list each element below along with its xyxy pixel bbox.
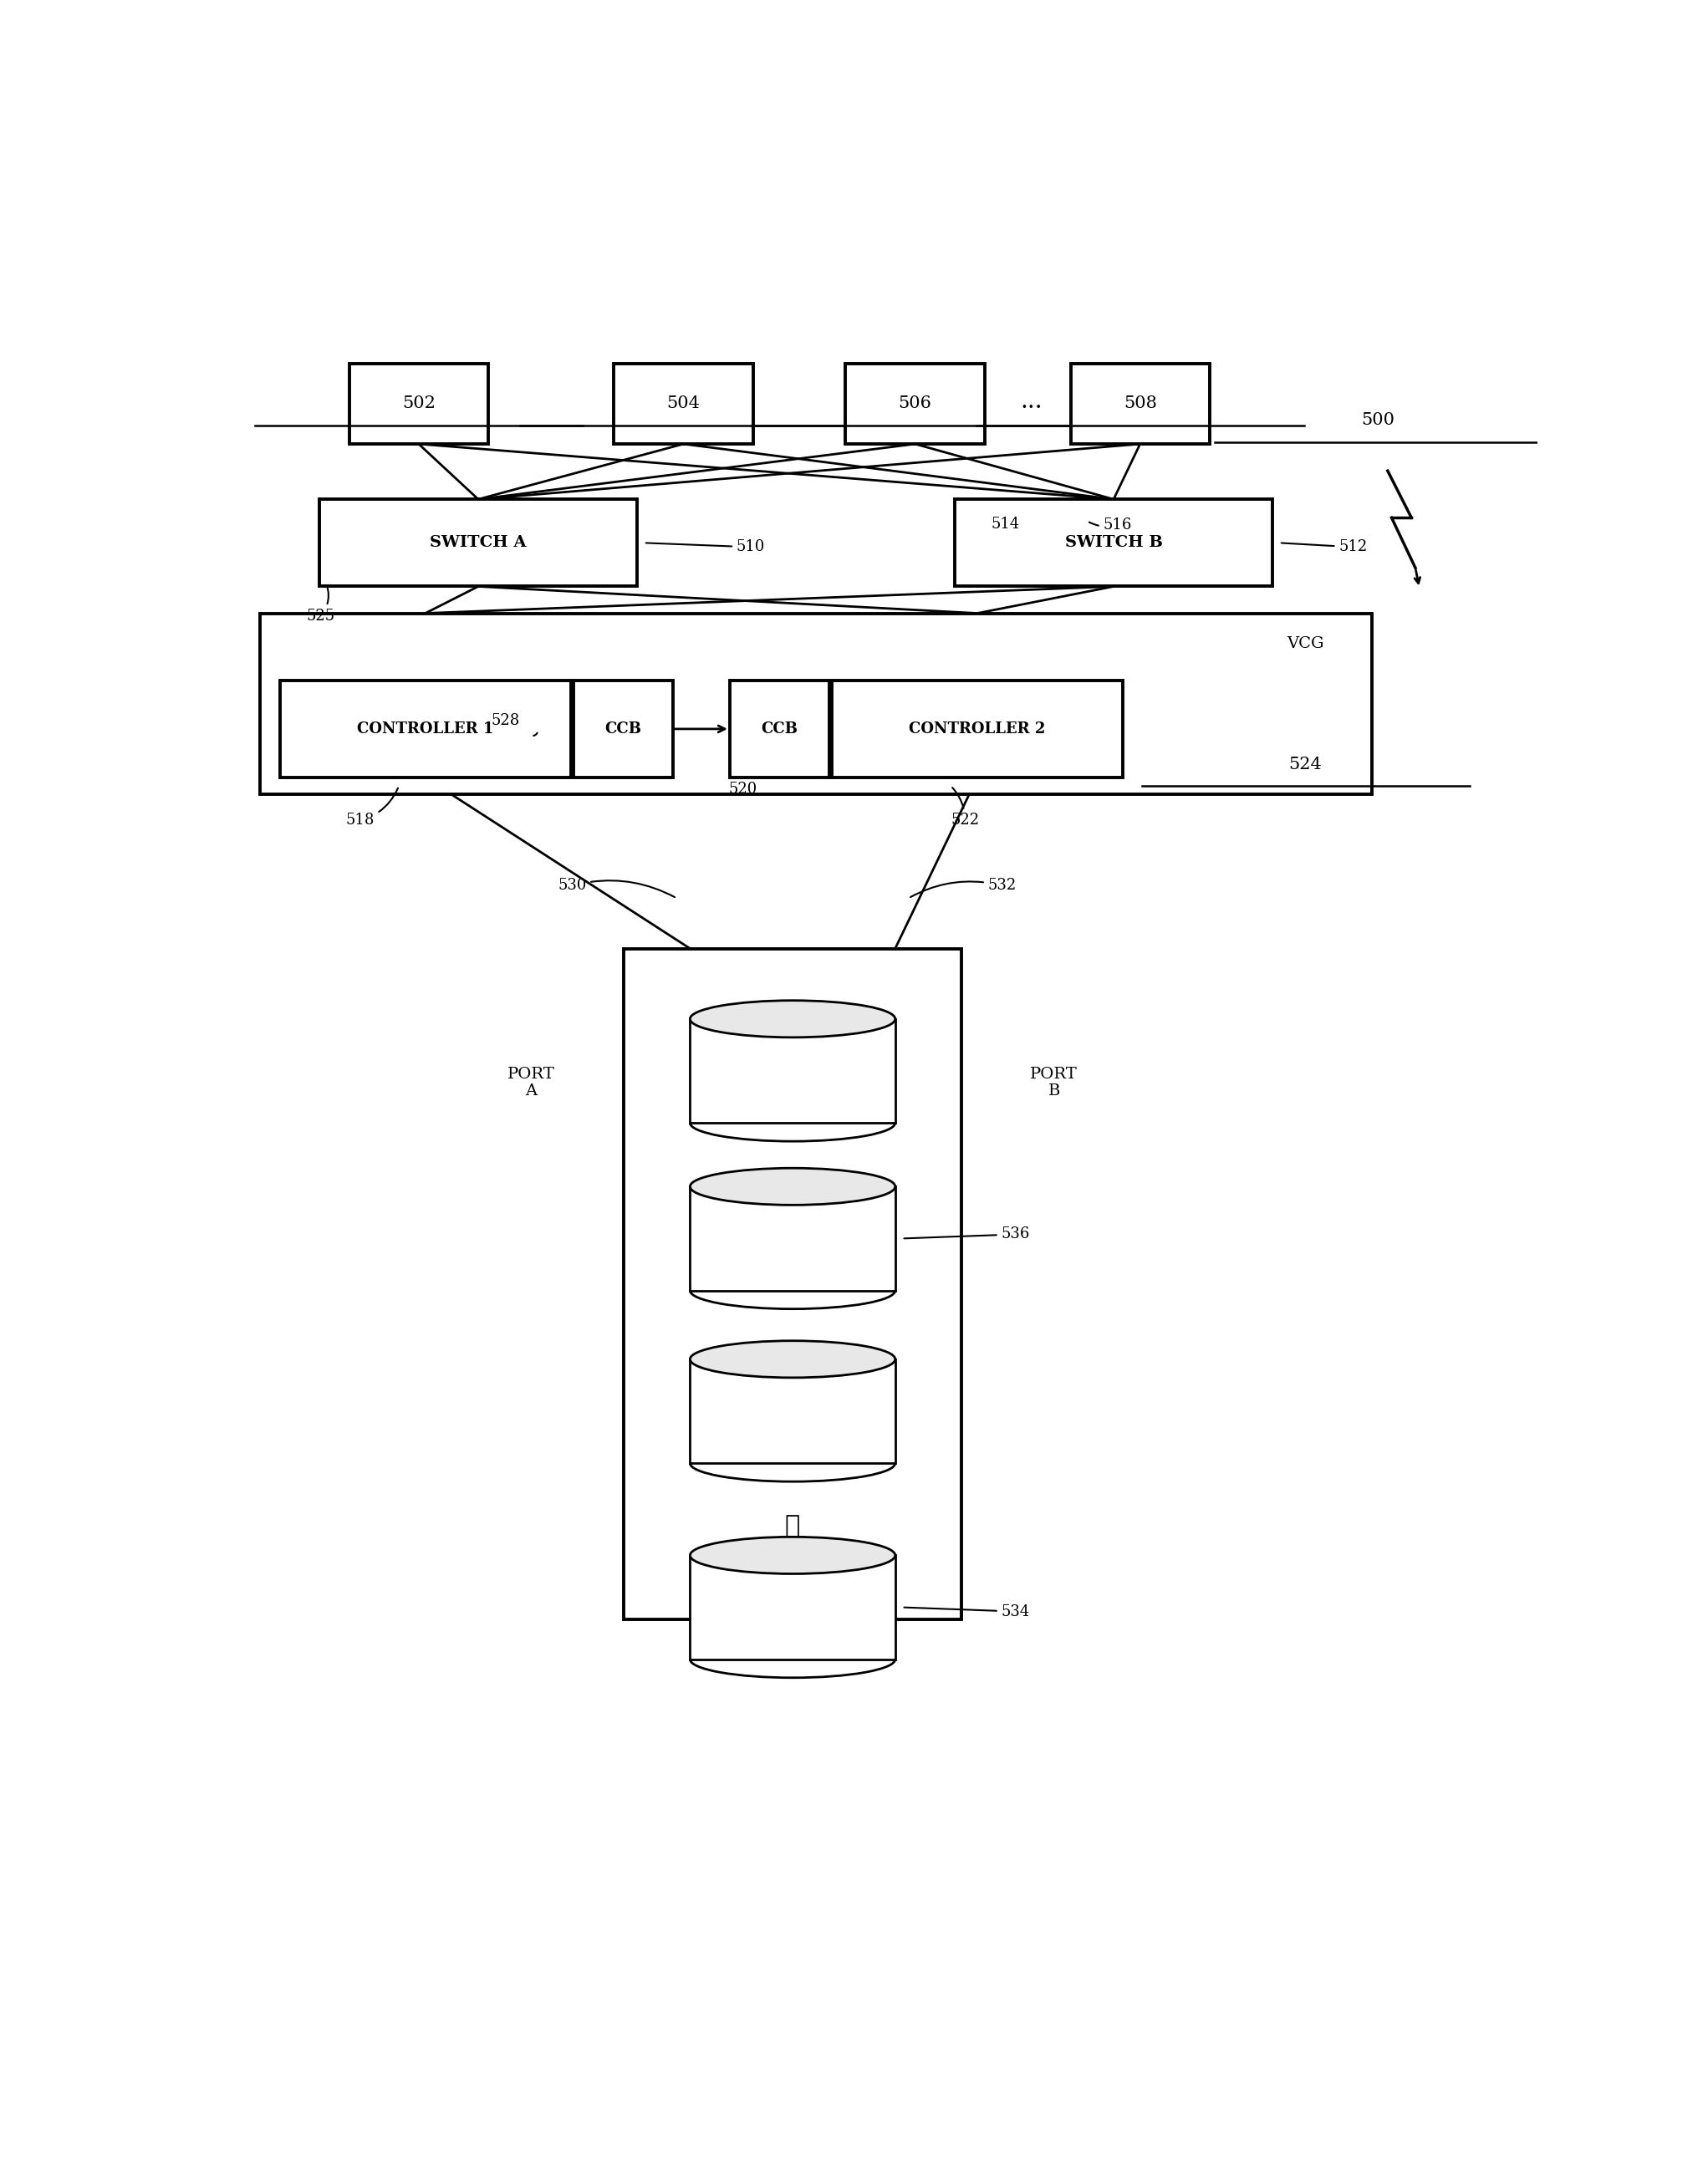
Ellipse shape [690, 1169, 895, 1206]
Text: 502: 502 [401, 396, 436, 411]
Ellipse shape [690, 1001, 895, 1038]
Text: 525: 525 [306, 586, 335, 623]
Text: 506: 506 [898, 396, 933, 411]
FancyBboxPatch shape [623, 949, 962, 1620]
Text: VCG: VCG [1286, 636, 1324, 651]
Text: PORT
A: PORT A [507, 1067, 555, 1099]
FancyBboxPatch shape [574, 679, 673, 777]
Text: 536: 536 [904, 1228, 1030, 1241]
FancyBboxPatch shape [260, 614, 1372, 795]
Text: ...: ... [1020, 390, 1042, 414]
Text: 516: 516 [1090, 518, 1132, 533]
FancyBboxPatch shape [319, 499, 637, 586]
Text: 522: 522 [951, 788, 979, 827]
Text: CCB: CCB [762, 721, 798, 736]
Text: CCB: CCB [605, 721, 642, 736]
Text: 530: 530 [559, 877, 675, 897]
Text: 510: 510 [646, 540, 765, 555]
Ellipse shape [690, 1341, 895, 1378]
FancyBboxPatch shape [280, 679, 570, 777]
FancyBboxPatch shape [690, 1358, 895, 1463]
Text: 508: 508 [1124, 396, 1156, 411]
Text: PORT
B: PORT B [1030, 1067, 1078, 1099]
FancyBboxPatch shape [845, 364, 984, 444]
Text: CONTROLLER 2: CONTROLLER 2 [909, 721, 1045, 736]
Text: 524: 524 [1290, 755, 1322, 773]
Text: SWITCH A: SWITCH A [430, 536, 526, 551]
FancyBboxPatch shape [348, 364, 488, 444]
Text: 518: 518 [345, 788, 398, 827]
Text: SWITCH B: SWITCH B [1064, 536, 1163, 551]
FancyBboxPatch shape [690, 1186, 895, 1291]
FancyBboxPatch shape [729, 679, 828, 777]
FancyBboxPatch shape [955, 499, 1272, 586]
Text: CONTROLLER 1: CONTROLLER 1 [357, 721, 494, 736]
FancyBboxPatch shape [1071, 364, 1209, 444]
Text: 514: 514 [991, 516, 1020, 531]
Text: 520: 520 [729, 782, 757, 797]
Text: 534: 534 [904, 1604, 1030, 1620]
Text: 504: 504 [666, 396, 700, 411]
Text: 512: 512 [1281, 540, 1368, 555]
Text: 500: 500 [1361, 414, 1395, 429]
Ellipse shape [690, 1537, 895, 1574]
FancyBboxPatch shape [613, 364, 753, 444]
FancyBboxPatch shape [690, 1019, 895, 1123]
Text: 528: 528 [492, 714, 521, 727]
FancyBboxPatch shape [832, 679, 1122, 777]
Text: ⋮: ⋮ [786, 1513, 801, 1539]
Text: 532: 532 [910, 877, 1016, 897]
FancyBboxPatch shape [690, 1554, 895, 1659]
